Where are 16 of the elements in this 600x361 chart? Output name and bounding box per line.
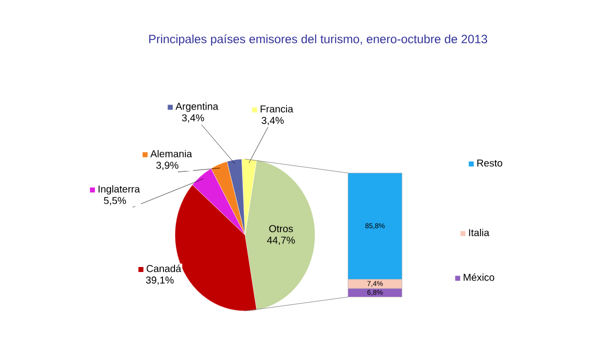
data-label: 44,7%: [267, 236, 295, 245]
data-label: 3,9%: [156, 162, 178, 170]
legend-label: México: [464, 273, 494, 281]
data-label: 3,4%: [182, 114, 204, 123]
legend-label: Canadá: [146, 264, 182, 272]
data-label: 5,5%: [104, 197, 126, 206]
data-label: 39,1%: [146, 276, 174, 285]
legend-label: Argentina: [176, 102, 218, 112]
slice-label: Otros: [269, 225, 293, 232]
text: Resto: [477, 160, 502, 167]
legend-label: Inglaterra: [98, 185, 140, 195]
data-label: 3,4%: [262, 116, 284, 126]
legend-label: Alemania: [150, 150, 192, 158]
chart-title: Principales países emisores del turismo, enero-octubre de 2013: [149, 34, 488, 46]
legend-label: Francia: [260, 105, 294, 112]
legend-label: Italia: [469, 228, 490, 236]
